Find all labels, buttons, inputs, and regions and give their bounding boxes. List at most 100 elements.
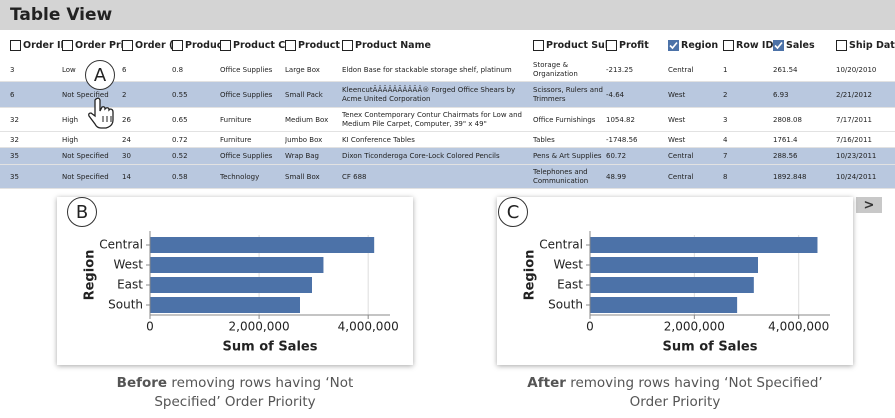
table-cell: 10/24/2011 — [836, 172, 877, 181]
table-cell: 48.99 — [606, 172, 627, 181]
column-header[interactable]: Order ID — [10, 36, 62, 54]
hand-cursor — [88, 97, 114, 129]
table-cell: -4.64 — [606, 90, 625, 99]
table-cell: Tables — [533, 135, 555, 144]
x-tick-label: 0 — [146, 320, 154, 334]
column-label: Product Name — [355, 39, 431, 51]
column-header[interactable]: Product Name — [342, 36, 533, 54]
column-checkbox[interactable] — [285, 39, 296, 51]
table-cell: 2 — [122, 90, 127, 99]
y-tick-label: Central — [539, 238, 583, 252]
y-tick-label: East — [557, 278, 583, 292]
column-checkbox[interactable] — [62, 39, 73, 51]
table-cell: Storage & Organization — [533, 61, 578, 78]
table-cell: High — [62, 135, 79, 144]
caption-text: removing rows having ‘Not Specified’ Ord… — [154, 375, 354, 410]
column-header[interactable]: Row ID — [723, 36, 773, 54]
table-cell: 26 — [122, 115, 131, 124]
chart-caption: Before removing rows having ‘Not Specifi… — [85, 374, 385, 412]
column-header[interactable]: Produc — [172, 36, 220, 54]
table-cell: 0.55 — [172, 90, 188, 99]
bar — [590, 257, 758, 273]
table-cell: 32 — [10, 135, 19, 144]
bar — [150, 257, 324, 273]
column-header[interactable]: Profit — [606, 36, 668, 54]
column-header[interactable]: Sales — [773, 36, 836, 54]
column-checkbox[interactable] — [723, 39, 734, 51]
chart-panel: 0 2,000,000 4,000,000 Central West East South S… — [497, 197, 853, 365]
column-checkbox[interactable] — [773, 39, 784, 51]
table-cell: Tenex Contemporary Contur Chairmats for … — [342, 111, 522, 128]
table-row[interactable]: 6 Not Specified 2 0.55 Office Supplies Small … — [0, 82, 895, 108]
x-tick-label: 4,000,000 — [768, 320, 829, 334]
bar — [150, 237, 375, 253]
table-cell: 6 — [122, 65, 127, 74]
table-row[interactable]: 32 High 24 0.72 Furniture Jumbo Box KI Confere… — [0, 132, 895, 148]
x-tick-label: 2,000,000 — [664, 320, 725, 334]
column-header[interactable]: Order ( — [122, 36, 172, 54]
column-label: Ship Date — [849, 39, 895, 51]
column-header[interactable]: Product ( — [285, 36, 342, 54]
caption-bold: Before — [116, 375, 168, 391]
column-checkbox[interactable] — [172, 39, 183, 51]
table-cell: Office Supplies — [220, 65, 273, 74]
checkmark — [669, 41, 678, 49]
y-tick-label: East — [117, 278, 143, 292]
table-row[interactable]: 32 High 26 0.65 Furniture Medium Box Tenex Con… — [0, 108, 895, 132]
table-cell: 24 — [122, 135, 131, 144]
table-cell: 30 — [122, 152, 131, 160]
column-checkbox[interactable] — [342, 39, 353, 51]
table-cell: 10/20/2010 — [836, 65, 877, 74]
column-header[interactable]: Product Sub- — [533, 36, 606, 54]
table-cell: 6.93 — [773, 90, 789, 99]
title-bar: Table View — [0, 0, 895, 30]
column-checkbox[interactable] — [220, 39, 231, 51]
column-label: Product ( — [298, 39, 342, 51]
table-cell: Dixon Ticonderoga Core-Lock Colored Penc… — [342, 152, 500, 160]
bar — [150, 297, 300, 313]
callout-badge: C — [498, 197, 528, 227]
table-cell: Furniture — [220, 115, 252, 124]
table-row[interactable]: 35 Not Specified 14 0.58 Technology Small Box… — [0, 165, 895, 189]
table-cell: 0.8 — [172, 65, 184, 74]
table-cell: 0.52 — [172, 152, 188, 160]
bar — [590, 237, 818, 253]
table-cell: 60.72 — [606, 152, 627, 160]
column-header[interactable]: Region — [668, 36, 723, 54]
column-label: Profit — [619, 39, 649, 51]
table-cell: 2 — [723, 90, 728, 99]
column-label: Order Pri — [75, 39, 122, 51]
column-header[interactable]: Ship Date — [836, 36, 895, 54]
column-header[interactable]: Product C — [220, 36, 285, 54]
table-cell: West — [668, 115, 686, 124]
bar — [590, 277, 754, 293]
column-checkbox[interactable] — [10, 39, 21, 51]
table-cell: 1761.4 — [773, 135, 798, 144]
table-cell: 0.65 — [172, 115, 188, 124]
next-button[interactable]: > — [856, 197, 882, 213]
column-label: Product C — [233, 39, 285, 51]
table-cell: Not Specified — [62, 172, 109, 181]
table-cell: Central — [668, 172, 694, 181]
y-tick-label: West — [113, 258, 143, 272]
column-label: Sales — [786, 39, 815, 51]
column-checkbox[interactable] — [606, 39, 617, 51]
table-cell: CF 688 — [342, 172, 367, 181]
table-cell: 35 — [10, 172, 19, 181]
table-cell: Low — [62, 65, 76, 74]
column-checkbox[interactable] — [668, 39, 679, 51]
chart: 0 2,000,000 4,000,000 Central West East South S… — [83, 231, 399, 355]
column-checkbox[interactable] — [122, 39, 133, 51]
table-cell: -1748.56 — [606, 135, 638, 144]
column-header[interactable]: Order Pri — [62, 36, 122, 54]
table-row[interactable]: 3 Low 6 0.8 Office Supplies Large Box Eldon Ba… — [0, 58, 895, 82]
table-cell: Office Supplies — [220, 90, 273, 99]
table-cell: 3 — [10, 65, 15, 74]
column-checkbox[interactable] — [836, 39, 847, 51]
table-cell: 0.58 — [172, 172, 188, 181]
y-axis-label: Region — [83, 250, 98, 301]
column-checkbox[interactable] — [533, 39, 544, 51]
table-row[interactable]: 35 Not Specified 30 0.52 Office Supplies Wrap… — [0, 148, 895, 165]
table-cell: 10/23/2011 — [836, 152, 877, 160]
